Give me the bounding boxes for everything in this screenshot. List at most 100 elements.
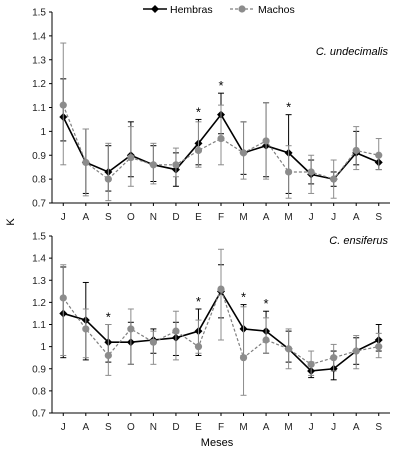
significance-star: * — [286, 100, 291, 115]
y-tick-label: 1.2 — [32, 298, 46, 309]
legend-item-hembras: Hembras — [143, 4, 213, 16]
legend-label-hembras: Hembras — [170, 4, 213, 16]
x-tick-label: S — [375, 422, 382, 433]
significance-star: * — [196, 294, 201, 309]
x-tick-label: J — [309, 212, 314, 223]
data-point — [352, 146, 360, 155]
y-tick-label: 0.7 — [32, 409, 46, 420]
x-tick-label: E — [195, 212, 202, 223]
y-tick-label: 0.8 — [32, 386, 46, 397]
x-tick-label: A — [353, 422, 360, 433]
data-point — [239, 149, 248, 157]
x-tick-label: N — [150, 212, 157, 223]
x-tick-label: D — [172, 422, 179, 433]
legend: Hembras Machos — [143, 4, 295, 16]
data-point — [352, 347, 360, 355]
x-tick-label: M — [284, 212, 292, 223]
data-point — [262, 336, 270, 344]
series-machos — [59, 248, 383, 396]
data-point — [307, 168, 315, 176]
data-point — [375, 343, 383, 351]
y-tick-label: 1.5 — [32, 8, 46, 19]
data-point — [104, 351, 112, 360]
data-point — [194, 343, 203, 351]
x-tick-label: O — [127, 212, 135, 223]
data-point — [330, 354, 338, 362]
x-tick-label: O — [127, 422, 135, 433]
y-tick-label: 0.7 — [32, 199, 46, 210]
data-point — [239, 354, 248, 362]
x-tick-label: A — [82, 422, 89, 433]
x-tick-label: J — [331, 422, 336, 433]
data-point — [127, 325, 135, 333]
y-tick-label: 1.5 — [32, 232, 46, 243]
x-tick-label: J — [61, 212, 66, 223]
y-axis-title: K — [5, 218, 17, 226]
x-tick-label: S — [105, 422, 112, 433]
y-tick-label: 1.3 — [32, 55, 46, 66]
x-tick-label: M — [239, 212, 247, 223]
data-point — [59, 101, 67, 109]
significance-star: * — [241, 290, 246, 305]
significance-star: * — [106, 310, 111, 325]
x-tick-label: S — [105, 212, 112, 223]
x-tick-label: N — [150, 422, 157, 433]
x-tick-label: J — [309, 422, 314, 433]
data-point — [307, 360, 315, 368]
series-machos — [59, 42, 383, 202]
x-tick-label: S — [375, 212, 382, 223]
y-tick-label: 0.9 — [32, 364, 46, 375]
y-tick-label: 1 — [40, 342, 46, 353]
data-point — [82, 158, 90, 167]
x-tick-label: A — [263, 212, 270, 223]
x-tick-label: A — [353, 212, 360, 223]
x-axis-title: Meses — [201, 437, 234, 449]
data-point — [262, 137, 270, 145]
series-line — [62, 287, 379, 365]
x-tick-label: A — [263, 422, 270, 433]
series-line — [62, 104, 379, 180]
y-tick-label: 1.2 — [32, 79, 46, 90]
data-point — [104, 175, 112, 183]
legend-item-machos: Machos — [230, 4, 295, 16]
y-tick-label: 1.4 — [32, 31, 46, 42]
panel-title: C. undecimalis — [316, 46, 389, 58]
data-point — [375, 151, 383, 159]
x-tick-label: M — [239, 422, 247, 433]
y-tick-label: 1 — [40, 127, 46, 138]
data-point — [59, 294, 67, 302]
chart-panel-undecimalis: 0.7 0.8 0.9 1 1.1 1.2 1.3 1.4 1.5 J A S O N D E F M A M J J A S… — [32, 8, 390, 223]
x-tick-label: F — [218, 422, 224, 433]
significance-star: * — [264, 296, 269, 311]
significance-star: * — [196, 104, 201, 119]
circle-marker-icon — [238, 5, 246, 13]
x-tick-label: A — [82, 212, 89, 223]
data-point — [194, 146, 203, 155]
y-tick-label: 1.4 — [32, 254, 46, 265]
data-point — [285, 168, 293, 176]
y-tick-label: 1.3 — [32, 276, 46, 287]
data-point — [172, 161, 180, 169]
data-point — [330, 175, 338, 183]
data-point — [217, 134, 225, 143]
data-point — [127, 154, 135, 162]
x-tick-label: J — [61, 422, 66, 433]
panel-title: C. ensiferus — [329, 235, 388, 247]
x-tick-label: F — [218, 212, 224, 223]
significance-star: * — [218, 78, 223, 93]
data-point — [172, 327, 180, 335]
diamond-marker-icon — [151, 5, 159, 13]
data-point — [149, 161, 157, 169]
y-tick-label: 1.1 — [32, 103, 46, 114]
y-tick-label: 0.9 — [32, 151, 46, 162]
x-tick-label: M — [284, 422, 292, 433]
data-point — [285, 345, 293, 353]
x-tick-label: E — [195, 422, 202, 433]
x-tick-label: D — [172, 212, 179, 223]
data-point — [82, 325, 90, 333]
data-point — [217, 285, 225, 293]
y-tick-label: 1.1 — [32, 320, 46, 331]
chart-panel-ensiferus: 0.7 0.8 0.9 1 1.1 1.2 1.3 1.4 1.5 J A S O N D E F M A M J J A S… — [32, 232, 390, 433]
y-tick-label: 0.8 — [32, 175, 46, 186]
